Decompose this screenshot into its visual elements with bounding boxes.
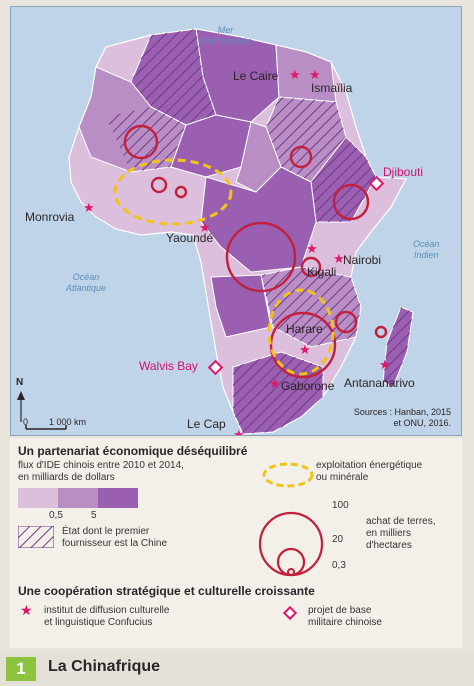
sources-note: Sources : Hanban, 2015 et ONU, 2016. — [353, 407, 451, 428]
legend-land-value-2: 20 — [332, 534, 344, 545]
legend-land-value-1: 100 — [332, 500, 349, 511]
energy-zone — [113, 158, 233, 226]
figure-title: La Chinafrique — [48, 658, 161, 675]
sea-label-indian: Océan Indien — [413, 239, 440, 260]
region-sudan-hatch — [266, 97, 346, 182]
city-label-kigali: Kigali — [307, 265, 337, 279]
city-label-nairobi: Nairobi — [343, 253, 382, 267]
figure-number: 1 — [6, 657, 36, 681]
city-label-yaounde: Yaoundé — [166, 231, 214, 245]
city-label-le-cap: Le Cap — [187, 417, 226, 431]
region-algeria-hatch — [131, 29, 216, 125]
city-label-gaborone: Gaborone — [281, 379, 335, 393]
legend-section1-title: Un partenariat économique déséquilibré — [18, 444, 248, 458]
legend-ide-swatch-mid — [58, 488, 98, 508]
base-markers — [207, 175, 385, 376]
land-circle — [334, 310, 358, 334]
legend-energy-swatch — [262, 462, 314, 488]
scale-zero: 0 — [23, 417, 29, 427]
legend-confucius-label: institut de diffusion culturelle et ling… — [44, 605, 170, 628]
land-circle — [123, 124, 159, 160]
star-antananarivo: ★ — [379, 358, 391, 373]
region-west-hatch — [106, 107, 186, 172]
star-yaounde: ★ — [199, 221, 211, 236]
map-canvas: ★ ★ ★ ★ ★ ★ ★ ★ ★ ★ — [17, 28, 414, 435]
scale-bar — [25, 425, 67, 430]
land-circle — [300, 256, 322, 278]
sea-label-mediterranean: Mer Méditerranée — [199, 25, 253, 46]
legend-land-value-3: 0,3 — [332, 560, 346, 571]
land-circle — [225, 221, 297, 293]
sea-label-atlantic: Océan Atlantique — [66, 272, 107, 293]
land-circle — [332, 183, 370, 221]
land-circle — [269, 311, 337, 379]
star-kigali: ★ — [306, 242, 318, 257]
star-gaborone: ★ — [269, 377, 281, 392]
legend-ide-tick-2: 5 — [91, 510, 97, 521]
base-label-djibouti: Djibouti — [383, 165, 424, 179]
legend-ide-swatch-high — [98, 488, 138, 508]
legend-energy-label: exploitation énergétique ou minérale — [316, 460, 423, 483]
star-monrovia: ★ — [83, 201, 95, 216]
land-circle — [150, 176, 168, 194]
base-label-walvis-bay: Walvis Bay — [139, 359, 198, 373]
legend-ide-tick-1: 0,5 — [49, 510, 63, 521]
base-walvis-bay — [207, 359, 224, 376]
star-harare: ★ — [299, 343, 311, 358]
land-circle — [374, 325, 388, 339]
star-le-caire: ★ — [289, 68, 301, 83]
north-arrow — [17, 391, 25, 422]
star-nairobi: ★ — [333, 252, 345, 267]
city-label-ismailia: Ismaïlia — [311, 81, 353, 95]
legend-hatch-label: État dont le premier fournisseur est la … — [62, 526, 168, 549]
legend-section2-title: Une coopération stratégique et culturell… — [18, 584, 315, 598]
energy-zone — [267, 288, 335, 376]
legend-hatch-swatch — [18, 526, 54, 548]
city-label-antananarivo: Antananarivo — [344, 376, 415, 390]
region-ethiopia-hatch — [311, 137, 376, 222]
scale-distance: 1 000 km — [49, 417, 87, 427]
north-label: N — [16, 377, 24, 388]
legend-diamond-icon — [282, 605, 298, 621]
star-ismailia: ★ — [309, 68, 321, 83]
city-label-monrovia: Monrovia — [25, 210, 75, 224]
land-circle — [174, 185, 188, 199]
figure-caption-bar — [0, 652, 474, 686]
star-le-cap: ★ — [233, 428, 245, 435]
confucius-stars: ★ ★ ★ ★ ★ ★ ★ ★ ★ ★ — [83, 68, 391, 435]
africa-map: ★ ★ ★ ★ ★ ★ ★ ★ ★ ★ Mer Méditerranée Océ… — [10, 6, 462, 436]
legend-ide-label: flux d'IDE chinois entre 2010 et 2014, e… — [18, 460, 184, 483]
land-circle — [289, 145, 313, 169]
legend-land-label: achat de terres, en milliers d'hectares — [366, 516, 436, 551]
legend-base-label: projet de base militaire chinoise — [308, 605, 382, 628]
madagascar-hatch — [383, 307, 413, 387]
legend-land-circles — [258, 511, 324, 577]
energy-zones — [113, 158, 335, 376]
city-label-harare: Harare — [286, 322, 323, 336]
land-circles — [123, 124, 388, 379]
city-label-le-caire: Le Caire — [233, 69, 279, 83]
region-egypt — [275, 44, 337, 103]
base-djibouti — [368, 175, 385, 192]
legend-star-icon: ★ — [20, 603, 33, 619]
legend: Un partenariat économique déséquilibré f… — [10, 438, 462, 648]
legend-ide-swatch-low — [18, 488, 58, 508]
